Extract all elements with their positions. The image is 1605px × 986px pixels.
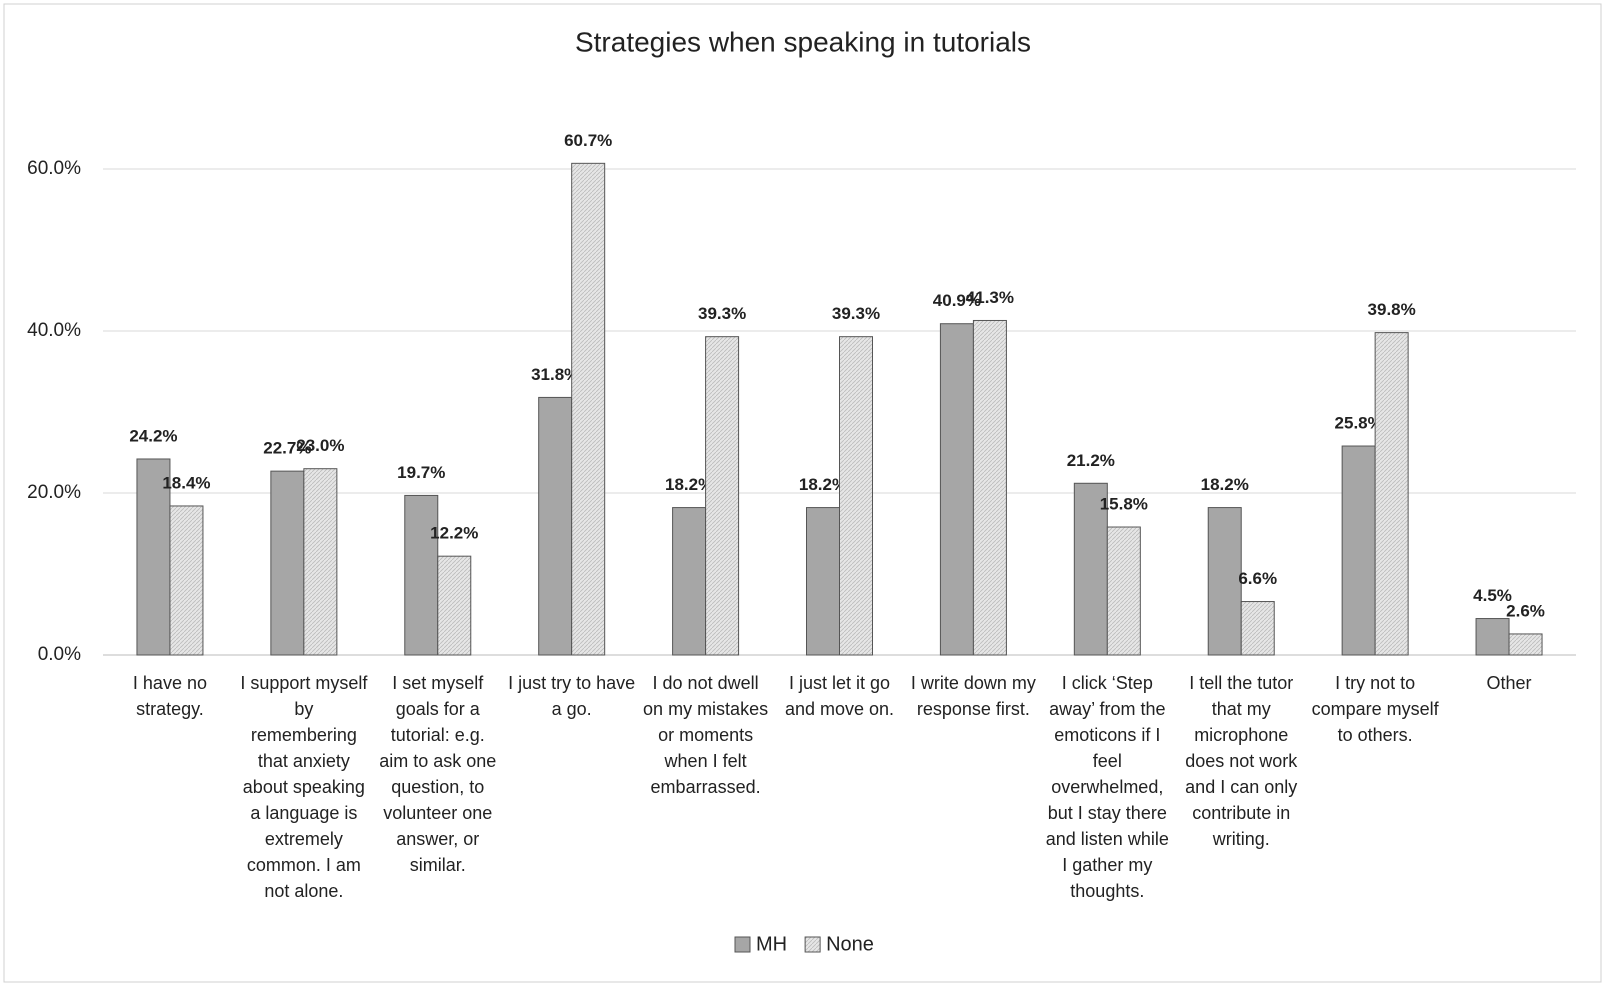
legend-swatch	[804, 936, 821, 953]
x-tick-label: I just let it go and move on.	[784, 673, 895, 719]
bar	[1240, 601, 1275, 656]
data-label: 21.2%	[1067, 451, 1115, 470]
x-tick-label: I support myself by remembering that anx…	[240, 673, 368, 901]
data-label: 18.2%	[799, 475, 847, 494]
x-tick-label: I click ‘Step away’ from the emoticons i…	[1045, 673, 1169, 901]
data-label: 18.2%	[665, 475, 713, 494]
bar	[705, 336, 740, 656]
data-label: 18.4%	[162, 473, 210, 492]
data-label: 40.9%	[933, 291, 981, 310]
data-label: 31.8%	[531, 365, 579, 384]
x-tick-label: I tell the tutor that my microphone does…	[1185, 673, 1298, 849]
y-tick-label: 20.0%	[27, 482, 81, 503]
data-label: 25.8%	[1335, 414, 1383, 433]
bar	[270, 470, 305, 656]
bar	[404, 494, 439, 656]
bar	[806, 507, 840, 656]
data-label: 2.6%	[1506, 601, 1545, 620]
y-tick-label: 0.0%	[38, 644, 81, 665]
legend-label: None	[826, 933, 874, 955]
x-tick-label: I set myself goals for a tutorial: e.g. …	[379, 673, 497, 875]
bar	[672, 507, 707, 656]
data-label: 24.2%	[129, 426, 177, 445]
bar	[437, 555, 472, 656]
y-tick-label: 40.0%	[27, 320, 81, 341]
data-label: 23.0%	[296, 436, 344, 455]
data-label: 39.3%	[698, 304, 746, 323]
x-tick-label: I write down my response first.	[910, 673, 1036, 719]
legend-swatch	[734, 936, 751, 953]
data-label: 19.7%	[397, 463, 445, 482]
bar	[839, 336, 873, 656]
data-label: 6.6%	[1238, 569, 1277, 588]
data-label: 18.2%	[1201, 475, 1249, 494]
data-label: 15.8%	[1100, 495, 1148, 514]
bar	[1475, 618, 1510, 656]
bar	[169, 505, 204, 656]
bar	[1341, 445, 1376, 656]
data-label: 4.5%	[1473, 586, 1512, 605]
bar	[538, 396, 573, 656]
data-label: 39.3%	[832, 304, 880, 323]
x-tick-label: I do not dwell on my mistakes or moments…	[643, 673, 769, 797]
data-label: 12.2%	[430, 524, 478, 543]
chart-title: Strategies when speaking in tutorials	[575, 26, 1031, 57]
data-label: 41.3%	[966, 288, 1014, 307]
x-tick-label: Other	[1486, 673, 1532, 693]
bar	[1374, 332, 1409, 656]
legend-label: MH	[756, 933, 787, 955]
x-tick-label: I just try to have a go.	[508, 673, 636, 719]
bar	[939, 323, 974, 656]
bar	[303, 468, 338, 656]
y-tick-label: 60.0%	[27, 158, 81, 179]
bar	[571, 162, 606, 656]
x-tick-label: I have no strategy.	[132, 673, 207, 719]
bar	[1106, 526, 1141, 656]
bar	[1207, 507, 1242, 656]
bar	[972, 319, 1007, 656]
data-label: 60.7%	[564, 131, 612, 150]
bar	[1508, 633, 1543, 656]
bar	[1073, 482, 1108, 656]
data-label: 22.7%	[263, 439, 311, 458]
data-label: 39.8%	[1368, 300, 1416, 319]
x-tick-label: I try not to compare myself to others.	[1311, 673, 1439, 745]
